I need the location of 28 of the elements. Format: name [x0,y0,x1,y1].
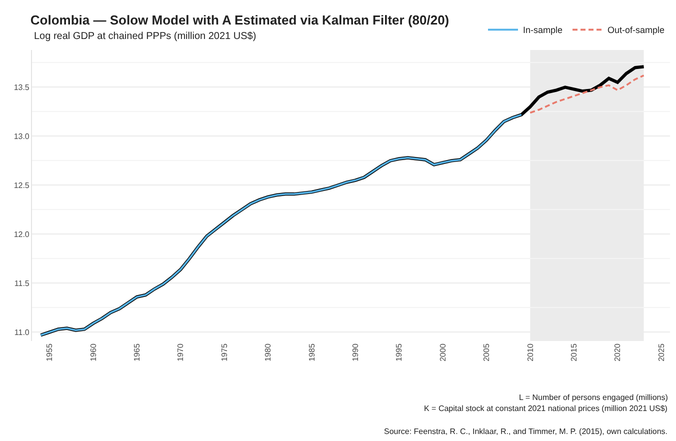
x-tick-label: 1965 [132,343,142,362]
x-tick-label: 1980 [264,343,273,362]
source-note: Source: Feenstra, R. C., Inklaar, R., and Timmer, M. P. (2015), own calculations. [384,427,668,436]
x-tick-label: 2020 [613,343,622,362]
x-tick-label: 2015 [569,343,578,362]
text: K = Capital stock at constant 2021 national prices (million 2021 US$) [424,404,668,413]
x-tick-label: 1955 [45,343,54,362]
x-tick-label: 2005 [482,343,492,362]
y-tick-label: 11.5 [14,278,30,288]
text: L = Number of persons engaged (millions) [519,393,668,402]
y-tick-label: 12.0 [14,230,30,239]
y-tick-label: 11.0 [14,328,30,337]
x-tick-label: 2025 [656,343,666,362]
legend-label: Out-of-sample [608,25,665,36]
x-tick-label: 1975 [220,343,229,362]
legend-label: In-sample [523,25,563,36]
y-tick-label: 12.5 [14,181,30,190]
y-tick-label: 13.0 [14,132,30,142]
chart-subtitle: Log real GDP at chained PPPs (million 2021 US$) [34,31,256,42]
x-tick-label: 1960 [88,343,98,362]
chart-title: Colombia — Solow Model with A Estimated via Kalman Filter (80/20) [30,12,450,28]
x-tick-label: 1995 [394,343,404,362]
x-tick-label: 1970 [176,343,186,362]
y-tick-label: 13.5 [14,83,30,92]
x-tick-label: 1990 [350,343,360,362]
x-tick-label: 2010 [526,343,535,362]
x-tick-label: 1985 [307,343,316,362]
x-tick-label: 2000 [438,343,448,362]
